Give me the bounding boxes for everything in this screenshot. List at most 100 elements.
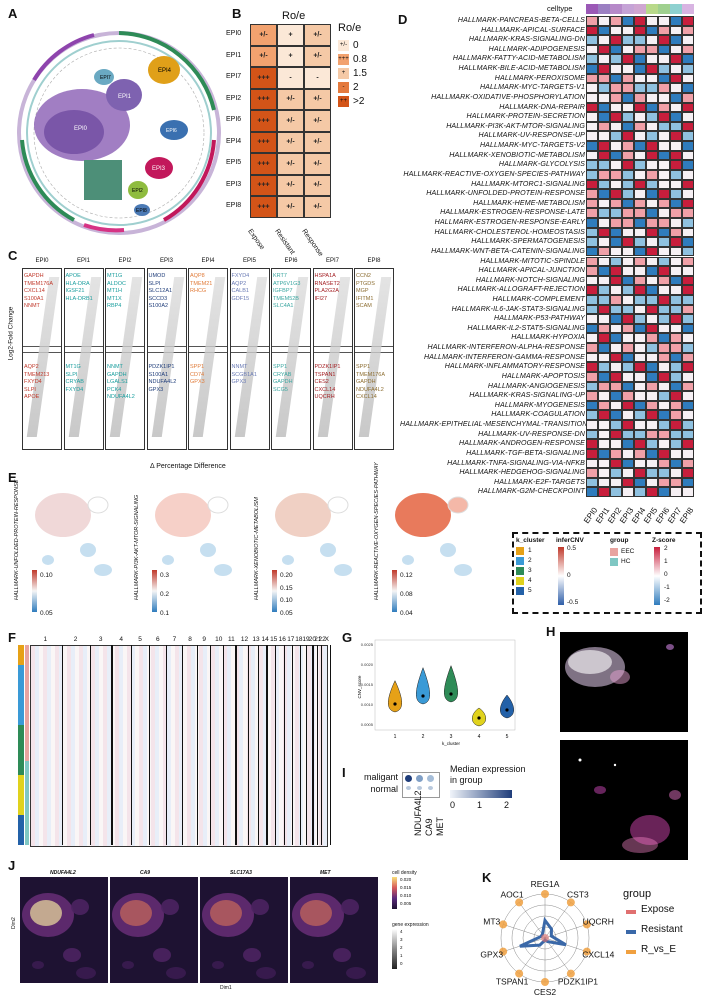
pathway-heatmap-cell <box>634 429 646 440</box>
volcano-down-gene: CXCL14 <box>314 386 336 393</box>
volcano-up-gene: TMEM176A <box>24 280 54 287</box>
volcano-down-gene: GPX3 <box>190 379 205 385</box>
pathway-heatmap-cell <box>670 83 682 93</box>
pathway-heatmap-cell <box>634 458 646 469</box>
pathway-label: HALLMARK-ALLOGRAFT-REJECTION <box>457 285 585 294</box>
pathway-heatmap-cell <box>622 304 634 315</box>
pathway-heatmap-cell <box>646 131 658 142</box>
pathway-heatmap-cell <box>598 198 610 209</box>
pathway-heatmap-cell <box>610 468 622 478</box>
pathway-heatmap-cell <box>610 44 622 55</box>
pathway-heatmap-cell <box>586 112 598 122</box>
volcano-down-gene: NNMT <box>231 364 248 370</box>
pathway-heatmap-cell <box>622 487 634 497</box>
z-score-colorbar <box>654 547 660 605</box>
pathway-heatmap-cell <box>586 256 598 267</box>
density-blob <box>166 967 186 979</box>
radar-axis-label: MT3 <box>483 916 500 926</box>
pathway-heatmap-cell <box>682 208 694 218</box>
pathway-heatmap-cell <box>586 179 598 190</box>
ro-e-symbol: +/- <box>286 138 295 146</box>
pathway-label: HALLMARK-COAGULATION <box>491 410 585 419</box>
volcano-up-gene: HLA-DRA <box>65 280 90 287</box>
pathway-heatmap-cell <box>634 314 646 324</box>
pathway-heatmap-cell <box>682 246 694 257</box>
pathway-heatmap-cell <box>610 150 622 161</box>
group-swatch <box>610 558 618 566</box>
ro-e-cell: +++ <box>250 174 277 196</box>
feature-plot-tick: 0.3 <box>160 572 170 579</box>
pathway-heatmap-cell <box>634 35 646 45</box>
volcano-plot-frame: HSPA1A RNASET2 PLA2G2A IFI27 PDZK1IP1 TSPAN1 C… <box>312 268 353 450</box>
chromosome-label: 11 <box>228 636 235 643</box>
chromosome-label: 2 <box>73 636 78 643</box>
cnv-heatmap-body <box>30 645 328 847</box>
chromosome-divider <box>329 645 331 845</box>
feature-plot-tick: 0.20 <box>280 572 293 579</box>
pathway-heatmap-cell <box>610 237 622 247</box>
z-score-tick: 0 <box>664 571 668 578</box>
volcano-down-gene: CRYAB <box>65 379 84 385</box>
pathway-heatmap-cell <box>670 179 682 190</box>
pathway-heatmap-cell <box>610 391 622 401</box>
volcano-up-gene: UMOD <box>148 273 166 279</box>
pathway-label: HALLMARK-FATTY-ACID-METABOLISM <box>452 54 585 63</box>
feature-plot-cluster <box>200 543 216 557</box>
pathway-heatmap-cell <box>634 73 646 84</box>
pathway-heatmap-cell <box>622 468 634 478</box>
ro-e-legend-value: 2 <box>353 82 359 93</box>
pathway-heatmap-cell <box>622 16 634 26</box>
pathway-heatmap-cell <box>622 131 634 142</box>
pathway-heatmap-cell <box>610 314 622 324</box>
pathway-heatmap-cell <box>598 323 610 334</box>
pathway-heatmap-cell <box>646 92 658 103</box>
pathway-heatmap-cell <box>598 343 610 353</box>
svg-text:EPI1: EPI1 <box>118 94 132 100</box>
pathway-label: HALLMARK-REACTIVE-OXYGEN-SPECIES-PATHWAY <box>403 169 585 178</box>
pathway-heatmap-cell <box>646 323 658 334</box>
ro-e-symbol: +/- <box>313 181 322 189</box>
pathway-label: HALLMARK-ESTROGEN-RESPONSE-EARLY <box>434 218 585 227</box>
pathway-heatmap-cell <box>646 121 658 132</box>
panel-d-pathway-labels: HALLMARK-PANCREAS-BETA-CELLS HALLMARK-API… <box>400 16 587 506</box>
dotplot-gene-label: CA9 <box>424 818 434 836</box>
pathway-heatmap-cell <box>682 362 694 372</box>
pathway-heatmap-cell <box>634 25 646 36</box>
pathway-label: HALLMARK-P53-PATHWAY <box>494 314 585 323</box>
ro-e-legend-swatch: - <box>338 82 349 93</box>
panel-letter-b: B <box>232 6 242 21</box>
chromosome-divider <box>222 645 224 845</box>
ro-e-cell: +/- <box>277 110 304 132</box>
dotplot-dot <box>416 775 423 782</box>
chromosome-divider <box>257 645 260 845</box>
pathway-heatmap-cell <box>646 304 658 315</box>
pathway-heatmap-cell <box>658 439 670 449</box>
pathway-heatmap-cell <box>682 266 694 276</box>
pathway-heatmap-cell <box>610 25 622 36</box>
radar-axis-label: CST3 <box>567 889 589 899</box>
pathway-heatmap-cell <box>634 179 646 190</box>
density-blob <box>161 899 179 915</box>
dotplot-dot <box>428 786 433 790</box>
volcano-cluster-title: EPI7 <box>325 258 339 264</box>
svg-text:EPI7: EPI7 <box>100 75 111 81</box>
pathway-label: HALLMARK-ESTROGEN-RESPONSE-LATE <box>440 208 585 217</box>
ro-e-col-label: Response <box>300 228 325 258</box>
pathway-heatmap-cell <box>622 314 634 324</box>
k-cluster-swatch <box>516 557 524 565</box>
pathway-heatmap-cell <box>622 54 634 65</box>
pathway-heatmap-cell <box>658 323 670 334</box>
density-plot-area <box>290 877 378 983</box>
pathway-heatmap-cell <box>646 150 658 161</box>
pathway-heatmap-cell <box>586 121 598 132</box>
pathway-heatmap-cell <box>598 477 610 488</box>
pathway-heatmap-cell <box>658 487 670 497</box>
radar-axis-label: CXCL14 <box>582 950 614 960</box>
panel-h-image-bottom-overlay <box>578 758 681 853</box>
volcano-cluster-title: EPI5 <box>242 258 256 264</box>
pathway-heatmap-cell <box>622 410 634 421</box>
pathway-heatmap-cell <box>610 333 622 344</box>
feature-plot-cluster <box>395 493 451 537</box>
pathway-label: HALLMARK-MYC-TARGETS-V1 <box>479 83 585 92</box>
